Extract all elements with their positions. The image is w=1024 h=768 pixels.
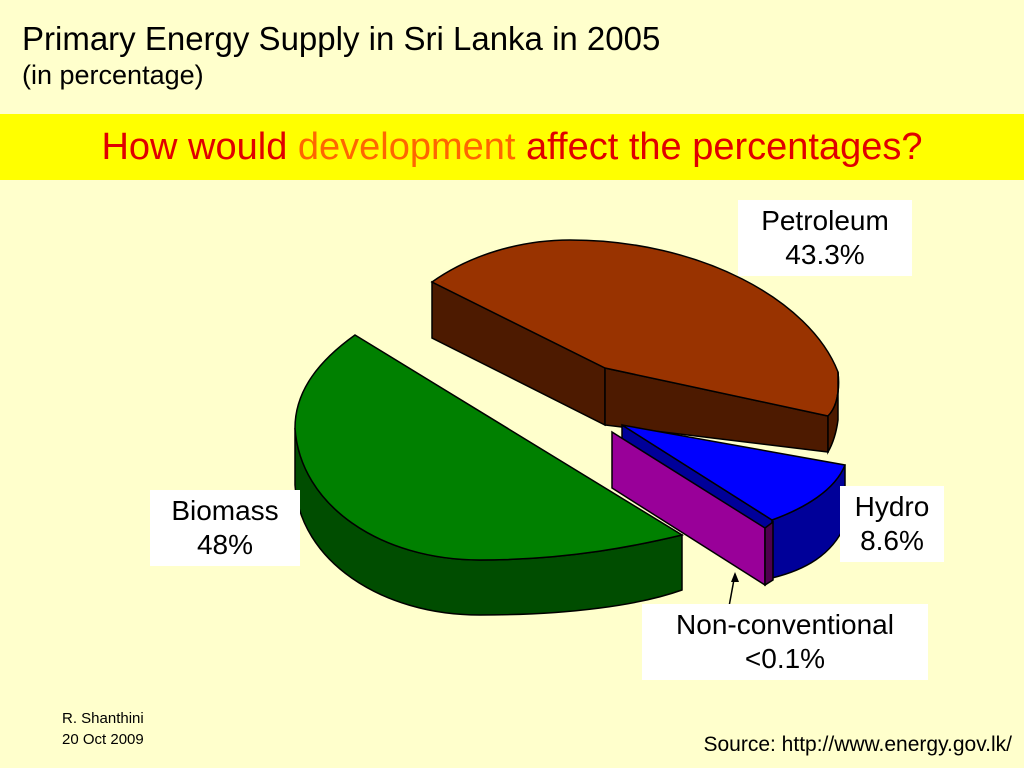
question-text-end: affect the percentages?: [515, 126, 923, 168]
label-hydro-name: Hydro: [854, 491, 930, 522]
slice-non-conventional-edge: [764, 520, 774, 587]
slide-title: Primary Energy Supply in Sri Lanka in 20…: [22, 20, 661, 57]
slice-petroleum-rim: [827, 371, 840, 455]
label-petroleum-name: Petroleum: [761, 205, 889, 236]
question-banner: How would development affect the percent…: [0, 114, 1024, 180]
title-block: Primary Energy Supply in Sri Lanka in 20…: [22, 20, 660, 92]
label-non-conventional-name: Non-conventional: [676, 609, 894, 640]
label-petroleum-value: 43.3%: [785, 239, 865, 270]
credit-name: R. Shanthini: [62, 710, 144, 727]
label-non-conventional: Non-conventional <0.1%: [642, 604, 928, 680]
question-emphasis: development: [297, 126, 516, 168]
label-biomass-value: 48%: [196, 529, 254, 560]
slice-non-conventional: [611, 430, 774, 587]
label-biomass: Biomass 48%: [150, 490, 300, 566]
label-hydro: Hydro 8.6%: [840, 486, 944, 562]
credit: R. Shanthini 20 Oct 2009: [62, 708, 144, 750]
label-non-conventional-value: <0.1%: [744, 643, 826, 674]
slice-biomass-top: [294, 334, 684, 561]
label-hydro-value: 8.6%: [860, 525, 924, 556]
source-text: Source: http://www.energy.gov.lk/: [703, 733, 1012, 756]
question-text-start: How would: [101, 126, 298, 168]
slice-biomass: [294, 334, 684, 616]
slice-petroleum: [430, 239, 840, 455]
slice-hydro-top: [621, 424, 847, 521]
credit-date: 20 Oct 2009: [62, 731, 144, 748]
non-conventional-leader-arrow: [731, 572, 739, 582]
label-biomass-name: Biomass: [171, 495, 279, 526]
label-petroleum: Petroleum 43.3%: [738, 200, 912, 276]
slide-subtitle: (in percentage): [22, 60, 204, 90]
